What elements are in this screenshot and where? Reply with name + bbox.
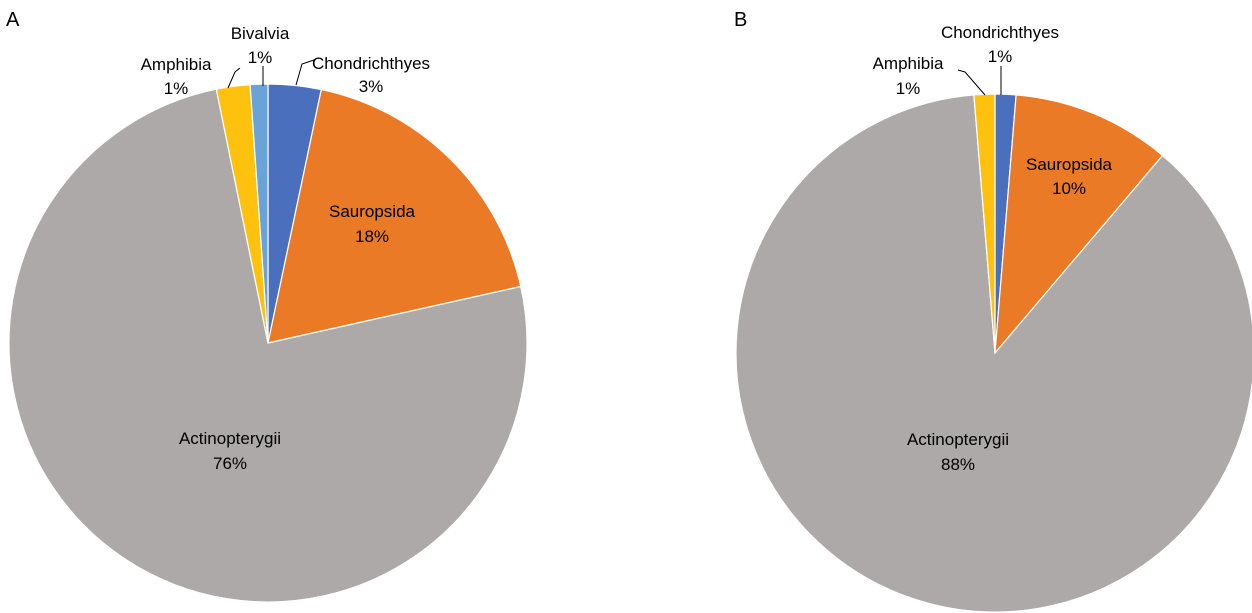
pie-b-label-amphibia-name: Amphibia — [873, 54, 944, 73]
pie-a-labels: Chondrichthyes 3% Sauropsida 18% Actinop… — [141, 24, 431, 473]
pie-b-slice-actinopterygii — [735, 94, 1252, 613]
panel-letter-b: B — [734, 9, 747, 31]
pie-b-label-amphibia-percent: 1% — [896, 79, 921, 98]
panel-letter-a: A — [6, 9, 20, 31]
pie-a-label-bivalvia-name: Bivalvia — [231, 24, 290, 43]
pie-a-label-chondrichthyes-name: Chondrichthyes — [312, 54, 430, 73]
pie-a-label-chondrichthyes-percent: 3% — [359, 77, 384, 96]
pie-a-label-actinopterygii-percent: 76% — [213, 454, 247, 473]
pie-b-label-chondrichthyes-name: Chondrichthyes — [941, 23, 1059, 42]
pie-a-leader-lines — [227, 59, 315, 89]
pie-a-slice-sauropsida — [267, 88, 522, 344]
pie-a-label-amphibia-percent: 1% — [164, 79, 189, 98]
pie-a-slices — [8, 83, 528, 603]
pie-b-label-actinopterygii-name: Actinopterygii — [907, 430, 1009, 449]
pie-a-slice-bivalvia — [249, 83, 269, 344]
pie-a-leader-line — [227, 67, 241, 89]
pie-a-label-bivalvia-percent: 1% — [248, 48, 273, 67]
pie-b-label-sauropsida-name: Sauropsida — [1026, 155, 1113, 174]
pie-b-leader-line — [957, 69, 986, 96]
pie-b-label-chondrichthyes-percent: 1% — [988, 47, 1013, 66]
pie-a-label-amphibia-name: Amphibia — [141, 55, 212, 74]
pie-chart-a: Chondrichthyes 3% Sauropsida 18% Actinop… — [8, 24, 528, 603]
pie-b-labels: Chondrichthyes 1% Sauropsida 10% Actinop… — [873, 23, 1113, 474]
pie-chart-b: Chondrichthyes 1% Sauropsida 10% Actinop… — [735, 23, 1252, 613]
pie-b-leader-lines — [957, 66, 1002, 96]
pie-a-slice-actinopterygii — [8, 88, 528, 603]
pie-b-slices — [735, 93, 1252, 613]
pie-a-leader-line — [295, 59, 315, 86]
pie-a-label-sauropsida-percent: 18% — [355, 227, 389, 246]
pie-b-label-actinopterygii-percent: 88% — [941, 455, 975, 474]
pie-a-label-sauropsida-name: Sauropsida — [329, 202, 416, 221]
pie-b-slice-sauropsida — [994, 94, 1164, 355]
pie-b-label-sauropsida-percent: 10% — [1052, 179, 1086, 198]
pie-a-label-actinopterygii-name: Actinopterygii — [179, 429, 281, 448]
